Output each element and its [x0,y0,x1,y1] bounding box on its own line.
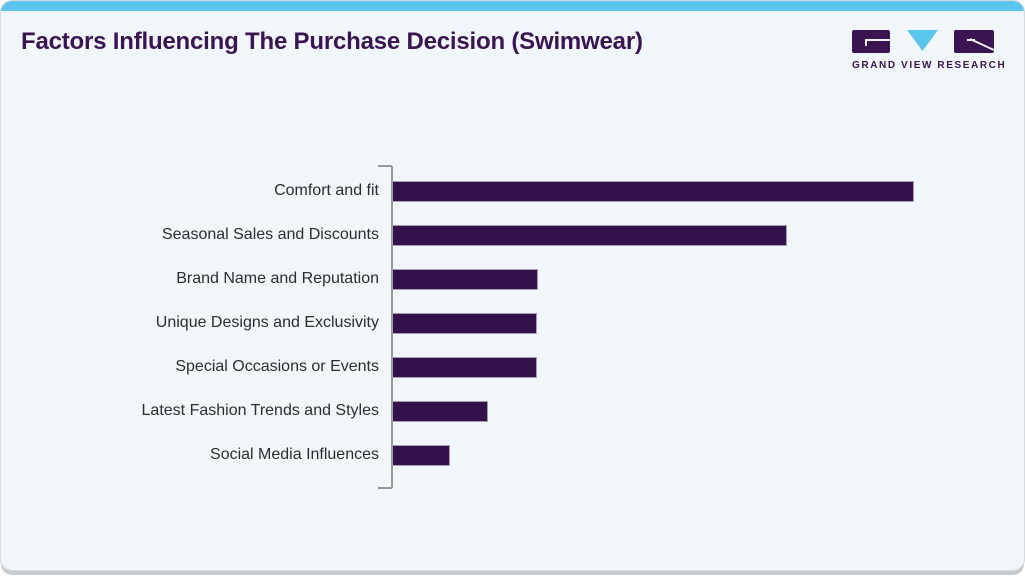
bar [392,312,537,334]
bar [392,180,914,202]
category-label: Brand Name and Reputation [176,270,379,287]
chart-title: Factors Influencing The Purchase Decisio… [21,28,643,55]
bar [392,224,787,246]
bar [392,356,537,378]
axis-top-tick [378,165,392,167]
category-label: Latest Fashion Trends and Styles [141,402,379,419]
category-label: Comfort and fit [274,182,379,199]
bar [392,400,488,422]
logo-v-icon [906,30,938,51]
category-label: Special Occasions or Events [175,358,379,375]
category-label: Social Media Influences [210,446,379,463]
logo-g-icon [852,30,890,53]
grand-view-research-logo: GRAND VIEW RESEARCH [852,30,1007,71]
bar [392,444,450,466]
category-label: Unique Designs and Exclusivity [155,314,379,331]
card-top-accent-bar [1,1,1024,11]
axis-bottom-tick [378,487,392,489]
logo-r-icon [954,30,994,53]
logo-text: GRAND VIEW RESEARCH [852,60,1007,71]
bar [392,268,538,290]
category-label: Seasonal Sales and Discounts [161,226,379,243]
logo-marks [852,30,994,53]
